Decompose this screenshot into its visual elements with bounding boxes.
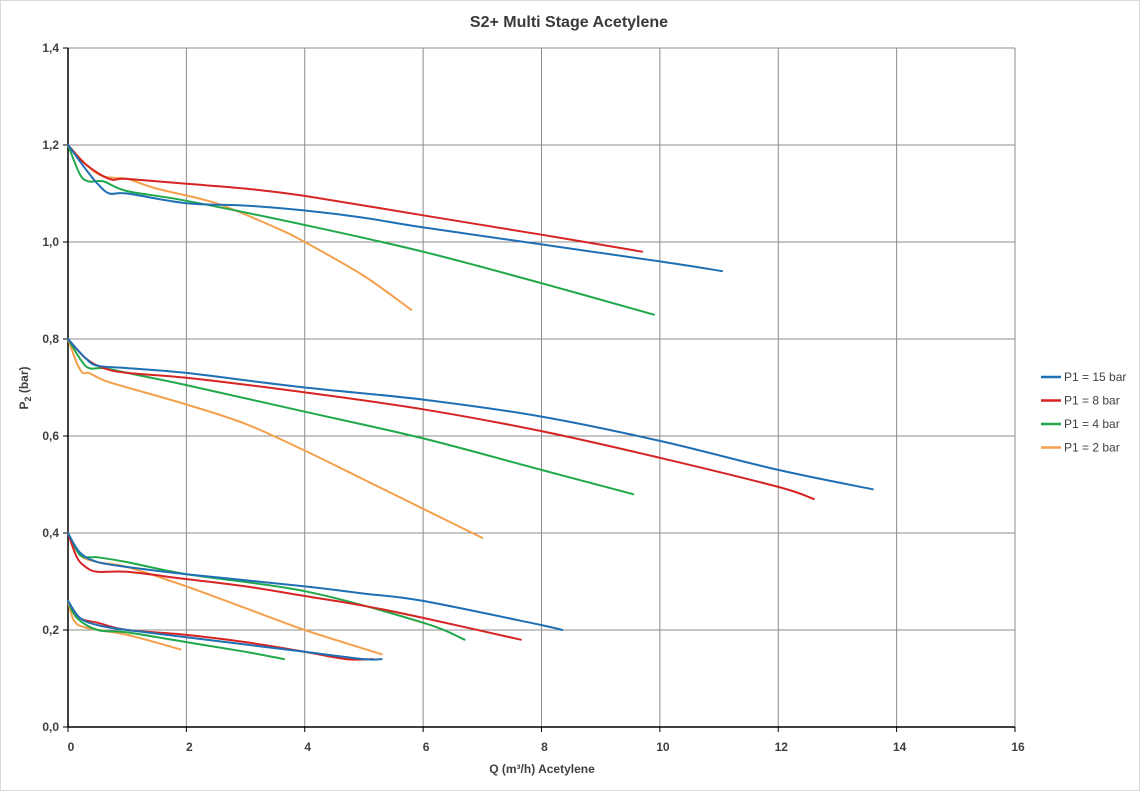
- y-axis-title: P2 (bar): [17, 366, 33, 409]
- x-tick-label: 14: [893, 740, 907, 754]
- y-tick-label: 0,4: [42, 526, 59, 540]
- series-line-1-curve-3: [67, 532, 564, 631]
- x-tick-label: 8: [541, 740, 548, 754]
- series-line-3-curve-1: [67, 144, 655, 316]
- legend-label: P1 = 15 bar: [1064, 370, 1126, 384]
- legend-label: P1 = 4 bar: [1064, 417, 1120, 431]
- series-line-4-curve-1: [67, 144, 413, 311]
- y-tick-label: 0,0: [42, 720, 59, 734]
- series-line-4-curve-3: [67, 532, 383, 656]
- y-tick-label: 1,0: [42, 235, 59, 249]
- series-line-4-curve-2: [67, 338, 484, 539]
- y-axis-title-main: P: [17, 402, 31, 410]
- series-line-2-curve-1: [67, 144, 644, 253]
- y-tick-label: 1,4: [42, 41, 59, 55]
- x-axis-ticks: 0 2 4 6 8 10 12 14 16: [67, 727, 1025, 754]
- y-axis-ticks: 0,0 0,2 0,4 0,6 0,8 1,0 1,2 1,4: [42, 41, 68, 734]
- x-axis-title: Q (m³/h) Acetylene: [489, 762, 595, 776]
- series-line-1-curve-4: [67, 599, 383, 661]
- x-tick-label: 2: [186, 740, 193, 754]
- y-tick-label: 0,2: [42, 623, 59, 637]
- y-axis-title-subscript: 2: [23, 396, 33, 401]
- series-line-2-curve-3: [67, 532, 522, 641]
- legend: P1 = 15 bar P1 = 8 bar P1 = 4 bar P1 = 2 ba…: [1041, 370, 1126, 455]
- y-tick-label: 0,6: [42, 429, 59, 443]
- x-tick-label: 6: [423, 740, 430, 754]
- x-tick-label: 12: [775, 740, 789, 754]
- series-line-3-curve-3: [67, 532, 466, 641]
- series-lines: [67, 144, 874, 661]
- y-tick-label: 0,8: [42, 332, 59, 346]
- y-tick-label: 1,2: [42, 138, 59, 152]
- series-line-3-curve-4: [67, 599, 285, 661]
- x-tick-label: 4: [304, 740, 311, 754]
- y-axis-title-unit: (bar): [17, 366, 31, 396]
- series-line-2-curve-2: [67, 338, 815, 500]
- chart-title: S2+ Multi Stage Acetylene: [470, 14, 668, 31]
- series-line-1-curve-2: [67, 338, 874, 491]
- gridlines: [68, 47, 1016, 727]
- x-tick-label: 16: [1011, 740, 1025, 754]
- x-tick-label: 10: [656, 740, 670, 754]
- series-line-3-curve-2: [67, 338, 635, 496]
- legend-label: P1 = 2 bar: [1064, 441, 1120, 455]
- series-line-1-curve-1: [67, 144, 723, 273]
- series-line-4-curve-4: [67, 599, 182, 651]
- x-tick-label: 0: [68, 740, 75, 754]
- legend-label: P1 = 8 bar: [1064, 394, 1120, 408]
